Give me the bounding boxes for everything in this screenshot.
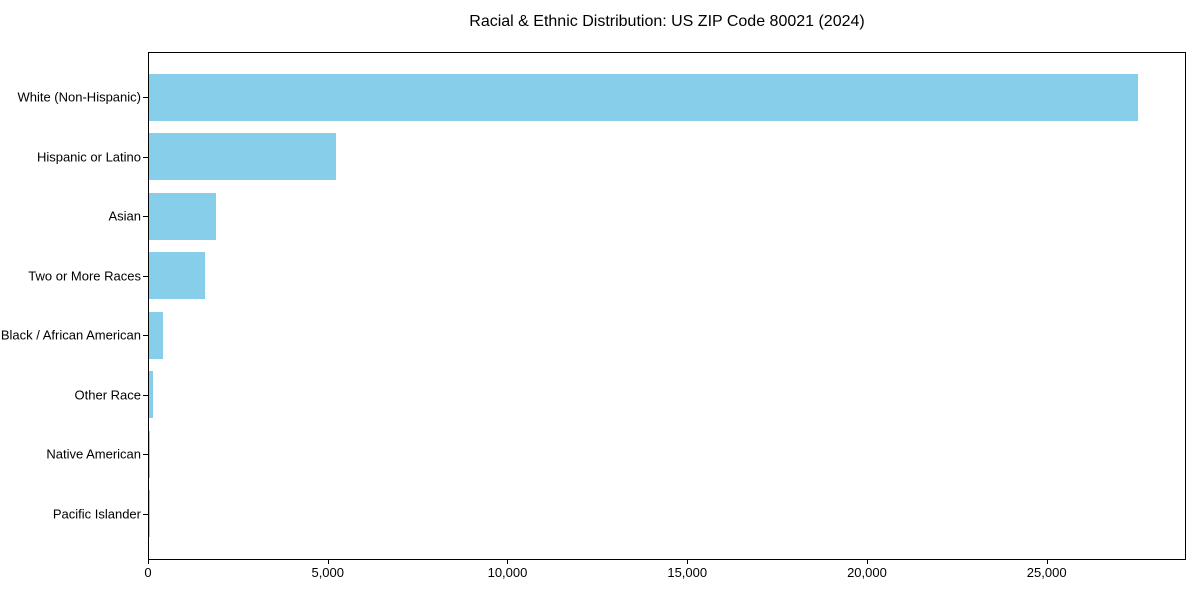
x-axis-tick — [148, 560, 149, 564]
y-axis-tick — [143, 454, 148, 455]
y-axis-category-label: Pacific Islander — [52, 506, 141, 521]
chart-title: Racial & Ethnic Distribution: US ZIP Cod… — [469, 13, 865, 30]
y-axis-category-label: Hispanic or Latino — [36, 149, 141, 164]
x-axis-tick — [507, 560, 509, 564]
bar — [149, 252, 206, 299]
bar — [149, 73, 1138, 121]
bar — [149, 430, 151, 478]
y-axis-tick — [143, 156, 148, 158]
x-axis-tick-label: 5,000 — [311, 565, 345, 580]
x-axis-tick — [327, 560, 329, 564]
bar — [149, 133, 336, 180]
y-axis-category-label: Black / African American — [0, 327, 141, 343]
x-axis-tick-label: 20,000 — [847, 565, 887, 580]
plot-area — [148, 52, 1186, 560]
y-axis-tick — [143, 513, 148, 515]
x-axis-tick-label: 25,000 — [1026, 565, 1067, 580]
x-axis-tick — [687, 560, 689, 564]
y-axis-category-label: Native American — [46, 446, 141, 462]
bar — [149, 371, 154, 418]
y-axis-tick — [143, 97, 148, 98]
x-axis-tick — [866, 560, 868, 564]
y-axis-tick — [143, 275, 148, 277]
y-axis-tick — [143, 216, 148, 217]
y-axis-category-label: Asian — [108, 208, 141, 224]
bar — [149, 192, 216, 240]
x-axis-tick — [1046, 560, 1048, 564]
bar — [149, 311, 164, 359]
y-axis-category-label: Other Race — [74, 387, 141, 402]
y-axis-tick — [143, 394, 148, 396]
y-axis-tick — [143, 335, 148, 336]
x-axis-tick-label: 10,000 — [487, 565, 528, 580]
x-axis-tick-label: 15,000 — [667, 565, 708, 580]
x-axis-tick-label: 0 — [144, 565, 152, 580]
y-axis-category-label: Two or More Races — [28, 268, 141, 283]
y-axis-category-label: White (Non-Hispanic) — [17, 89, 141, 105]
